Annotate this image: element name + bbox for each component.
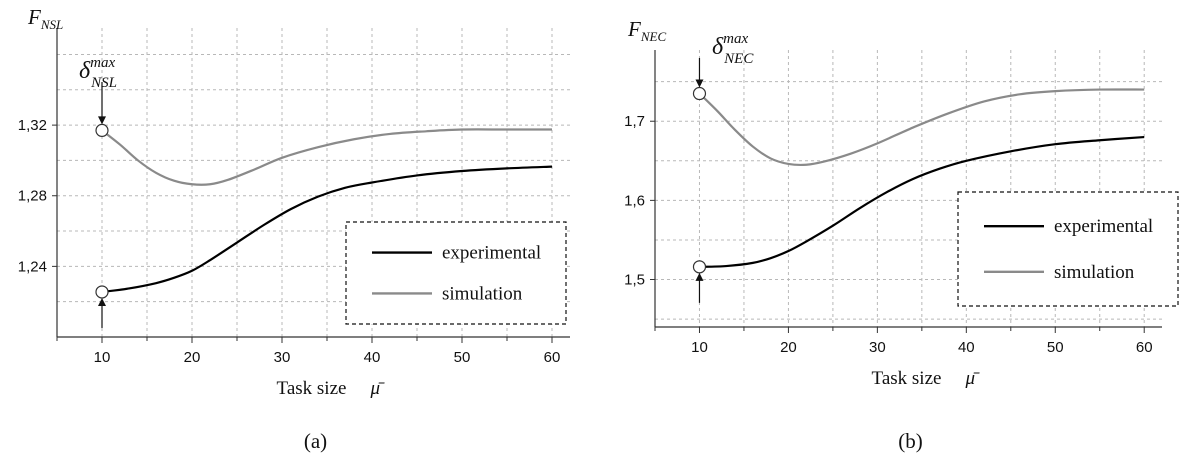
legend-label-simulation: simulation — [1054, 262, 1135, 283]
y-tick-label: 1,7 — [624, 113, 645, 130]
legend: experimental simulation — [957, 191, 1179, 307]
legend-label-experimental: experimental — [442, 243, 541, 264]
legend-label-experimental: experimental — [1054, 216, 1153, 237]
x-tick-label: 60 — [1136, 339, 1153, 356]
x-tick-label: 30 — [869, 339, 886, 356]
x-axis-symbol: μ̄ — [370, 378, 386, 399]
x-axis-label: Task size — [872, 368, 942, 389]
delta-annotation: δmax NSL — [79, 55, 117, 91]
y-tick-label: 1,24 — [18, 258, 47, 275]
legend-label-simulation: simulation — [442, 283, 523, 304]
x-tick-label: 50 — [1047, 339, 1064, 356]
delta-arrow-head — [98, 116, 106, 125]
x-axis-symbol: μ̄ — [965, 368, 981, 389]
delta-arrow-head — [695, 79, 704, 88]
simulation-start-marker — [692, 86, 707, 101]
legend-box — [957, 191, 1179, 307]
x-tick-label: 10 — [94, 349, 111, 366]
series-line-experimental — [699, 135, 1145, 268]
experimental-start-marker — [692, 260, 707, 274]
y-tick-label: 1,5 — [624, 272, 645, 289]
chart-panel-b: 10 20 30 40 50 60 1,5 1,6 1,7 δmax NEC FNEC Task siz… — [624, 17, 1179, 453]
legend: experimental simulation — [345, 221, 567, 325]
chart-panel-a: 10 20 30 40 50 60 1,24 1,28 1,32 δmax NSL FNSL Task … — [18, 5, 570, 453]
experimental-arrow-head — [98, 297, 106, 306]
legend-box — [345, 221, 567, 325]
experimental-arrow-head — [695, 272, 704, 281]
panel-label: (a) — [304, 429, 327, 453]
x-tick-label: 20 — [780, 339, 797, 356]
x-tick-label: 60 — [544, 349, 561, 366]
x-axis-label: Task size — [277, 378, 347, 399]
series-line-simulation — [101, 128, 552, 186]
y-axis-label: FNSL — [27, 5, 63, 32]
y-tick-label: 1,32 — [18, 117, 47, 134]
x-tick-label: 50 — [454, 349, 471, 366]
delta-annotation: δmax NEC — [712, 31, 754, 67]
simulation-start-marker — [95, 123, 109, 138]
series-line-simulation — [698, 88, 1145, 167]
experimental-start-marker — [95, 285, 109, 299]
x-tick-label: 20 — [184, 349, 201, 366]
y-axis-label: FNEC — [627, 17, 666, 44]
x-tick-label: 10 — [691, 339, 708, 356]
y-tick-label: 1,6 — [624, 192, 645, 209]
x-tick-label: 40 — [958, 339, 975, 356]
panel-label: (b) — [898, 429, 923, 453]
x-tick-label: 30 — [274, 349, 291, 366]
x-tick-label: 40 — [364, 349, 381, 366]
series-line-experimental — [101, 165, 553, 294]
y-tick-label: 1,28 — [18, 188, 47, 205]
